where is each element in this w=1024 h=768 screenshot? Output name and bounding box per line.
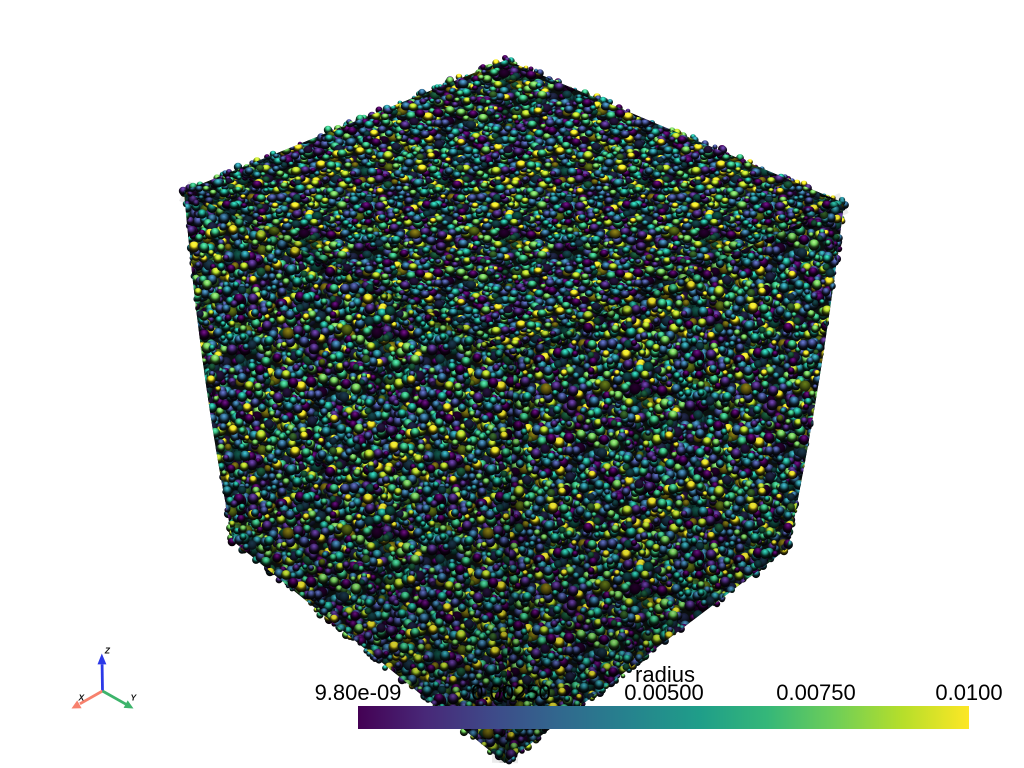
svg-text:0.00750: 0.00750 [776,680,856,705]
svg-text:0.0100: 0.0100 [935,680,1002,705]
svg-text:9.80e-09: 9.80e-09 [315,680,402,705]
svg-text:radius: radius [635,662,695,687]
svg-text:X: X [78,693,86,703]
svg-text:0.00250: 0.00250 [471,680,551,705]
svg-text:Z: Z [104,646,111,656]
svg-text:0.00500: 0.00500 [624,680,704,705]
svg-text:Y: Y [131,693,138,703]
